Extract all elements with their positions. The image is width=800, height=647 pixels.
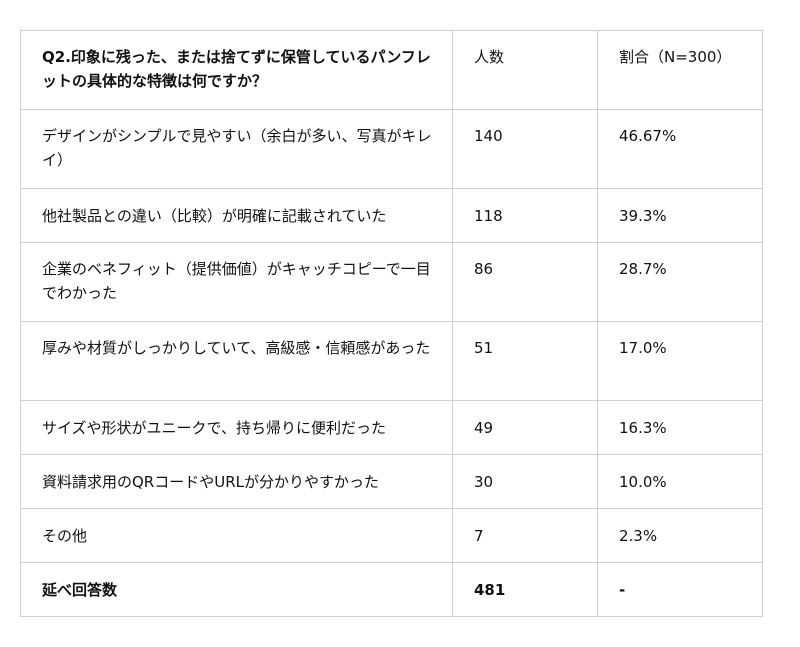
feature-cell: 企業のベネフィット（提供価値）がキャッチコピーで一目でわかった [20,242,453,322]
count-cell: 7 [452,508,598,563]
total-ratio: - [597,562,763,617]
feature-cell: サイズや形状がユニークで、持ち帰りに便利だった [20,400,453,455]
survey-results-table: Q2.印象に残った、または捨てずに保管しているパンフレットの具体的な特徴は何です… [20,30,763,617]
ratio-cell: 46.67% [597,109,763,189]
count-cell: 140 [452,109,598,189]
count-cell: 118 [452,188,598,243]
count-cell: 30 [452,454,598,509]
count-cell: 49 [452,400,598,455]
table-row: その他 7 2.3% [20,508,763,563]
feature-cell: 資料請求用のQRコードやURLが分かりやすかった [20,454,453,509]
table-row: デザインがシンプルで見やすい（余白が多い、写真がキレイ） 140 46.67% [20,109,763,189]
total-count: 481 [452,562,598,617]
total-row: 延べ回答数 481 - [20,562,763,617]
ratio-cell: 28.7% [597,242,763,322]
feature-cell: デザインがシンプルで見やすい（余白が多い、写真がキレイ） [20,109,453,189]
table-row: 厚みや材質がしっかりしていて、高級感・信頼感があった 51 17.0% [20,321,763,401]
table-row: サイズや形状がユニークで、持ち帰りに便利だった 49 16.3% [20,400,763,455]
feature-cell: その他 [20,508,453,563]
table-row: 資料請求用のQRコードやURLが分かりやすかった 30 10.0% [20,454,763,509]
ratio-cell: 10.0% [597,454,763,509]
ratio-cell: 17.0% [597,321,763,401]
count-header: 人数 [452,30,598,110]
table-row: 他社製品との違い（比較）が明確に記載されていた 118 39.3% [20,188,763,243]
ratio-cell: 2.3% [597,508,763,563]
header-row: Q2.印象に残った、または捨てずに保管しているパンフレットの具体的な特徴は何です… [20,30,763,110]
count-cell: 51 [452,321,598,401]
question-header: Q2.印象に残った、または捨てずに保管しているパンフレットの具体的な特徴は何です… [20,30,453,110]
ratio-cell: 39.3% [597,188,763,243]
feature-cell: 他社製品との違い（比較）が明確に記載されていた [20,188,453,243]
total-label: 延べ回答数 [20,562,453,617]
ratio-cell: 16.3% [597,400,763,455]
table-row: 企業のベネフィット（提供価値）がキャッチコピーで一目でわかった 86 28.7% [20,242,763,322]
count-cell: 86 [452,242,598,322]
feature-cell: 厚みや材質がしっかりしていて、高級感・信頼感があった [20,321,453,401]
ratio-header: 割合（N=300） [597,30,763,110]
